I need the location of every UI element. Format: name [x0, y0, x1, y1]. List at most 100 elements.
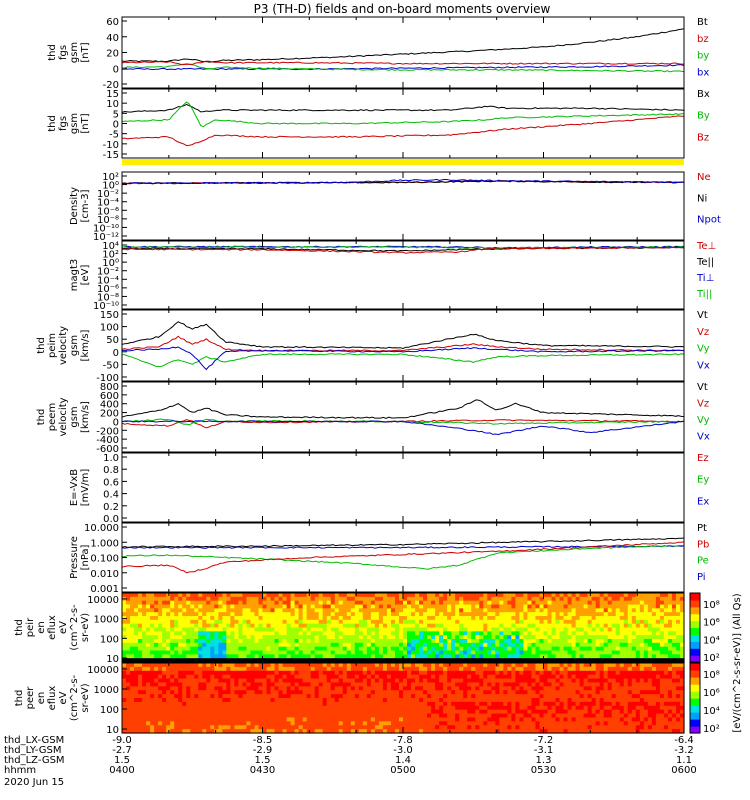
spectrogram-cell: [126, 612, 131, 617]
spectrogram-cell: [194, 729, 199, 734]
spectrogram-cell: [142, 650, 147, 655]
spectrogram-cell: [571, 593, 577, 598]
spectrogram-cell: [222, 686, 227, 691]
spectrogram-cell: [475, 639, 480, 644]
spectrogram-cell: [515, 686, 521, 691]
spectrogram-cell: [230, 666, 235, 672]
spectrogram-cell: [330, 674, 336, 680]
spectrogram-cell: [551, 646, 557, 652]
spectrogram-cell: [338, 642, 344, 648]
spectrogram-cell: [122, 670, 127, 676]
spectrogram-cell: [186, 623, 191, 629]
spectrogram-cell: [246, 678, 252, 684]
spectrogram-cell: [370, 604, 376, 609]
spectrogram-cell: [499, 709, 504, 715]
spectrogram-cell: [475, 678, 480, 684]
spectrogram-cell: [134, 593, 139, 598]
spectrogram-cell: [403, 678, 408, 684]
spectrogram-cell: [134, 623, 139, 629]
spectrogram-cell: [326, 713, 332, 719]
spectrogram-cell: [635, 646, 641, 652]
spectrogram-cell: [374, 701, 380, 707]
spectrogram-cell: [591, 631, 597, 636]
spectrogram-cell: [427, 713, 432, 719]
spectrogram-cell: [611, 650, 617, 655]
spectrogram-cell: [455, 709, 460, 715]
spectrogram-cell: [378, 678, 384, 684]
spectrogram-cell: [154, 713, 159, 719]
spectrogram-cell: [547, 717, 553, 722]
spectrogram-cell: [346, 678, 352, 684]
spectrogram-cell: [366, 654, 372, 659]
spectrogram-cell: [647, 593, 653, 598]
spectrogram-cell: [266, 729, 272, 734]
spectrogram-cell: [635, 639, 641, 644]
spectrogram-cell: [258, 593, 264, 598]
spectrogram-cell: [266, 698, 272, 703]
spectrogram-cell: [547, 642, 553, 648]
spectrogram-cell: [567, 639, 573, 644]
spectrogram-cell: [390, 682, 396, 687]
spectrogram-cell: [298, 686, 304, 691]
spectrogram-cell: [306, 608, 312, 613]
spectrogram-cell: [459, 627, 464, 632]
spectrogram-cell: [258, 612, 264, 617]
spectrogram-cell: [607, 658, 613, 663]
spectrogram-cell: [246, 616, 252, 621]
spectrogram-cell: [591, 612, 597, 617]
spectrogram-cell: [435, 729, 440, 734]
spectrogram-cell: [262, 678, 268, 684]
spectrogram-cell: [439, 698, 444, 703]
spectrogram-cell: [238, 635, 244, 640]
spectrogram-cell: [230, 690, 235, 695]
spectrogram-cell: [242, 619, 248, 625]
spectrogram-cell: [515, 666, 521, 672]
spectrogram-cell: [611, 616, 617, 621]
spectrogram-cell: [242, 729, 248, 734]
spectrogram-cell: [559, 721, 565, 726]
spectrogram-cell: [298, 694, 304, 699]
spectrogram-cell: [358, 600, 364, 606]
spectrogram-cell: [186, 698, 191, 703]
spectrogram-cell: [254, 686, 260, 691]
spectrogram-cell: [451, 678, 456, 684]
spectrogram-cell: [274, 627, 280, 632]
spectrogram-cell: [354, 658, 360, 663]
spectrogram-cell: [531, 654, 537, 659]
spectrogram-cell: [358, 663, 364, 668]
spectrogram-cell: [162, 627, 167, 632]
spectrogram-cell: [154, 593, 159, 598]
spectrogram-cell: [202, 729, 207, 734]
spectrogram-cell: [242, 642, 248, 648]
spectrogram-cell: [507, 646, 512, 652]
spectrogram-cell: [547, 682, 553, 687]
spectrogram-cell: [459, 631, 464, 636]
spectrogram-cell: [595, 596, 601, 602]
spectrogram-cell: [479, 642, 484, 648]
spectrogram-cell: [507, 725, 512, 730]
spectrogram-cell: [455, 670, 460, 676]
series-line-vt: [121, 321, 685, 350]
spectrogram-cell: [302, 725, 308, 730]
spectrogram-cell: [451, 619, 456, 625]
legend-entry: Ti||: [696, 289, 712, 300]
spectrogram-cell: [394, 663, 400, 668]
spectrogram-cell: [543, 674, 549, 680]
spectrogram-cell: [382, 623, 388, 629]
spectrogram-cell: [411, 663, 416, 668]
spectrogram-cell: [262, 690, 268, 695]
spectrogram-cell: [543, 721, 549, 726]
spectrogram-cell: [563, 690, 569, 695]
spectrogram-cell: [310, 694, 316, 699]
spectrogram-cell: [326, 725, 332, 730]
spectrogram-cell: [242, 627, 248, 632]
spectrogram-cell: [238, 658, 244, 663]
spectrogram-cell: [158, 690, 163, 695]
spectrogram-cell: [495, 608, 500, 613]
spectrogram-cell: [419, 717, 424, 722]
spectrogram-cell: [431, 608, 436, 613]
spectrogram-cell: [278, 709, 284, 715]
spectrogram-cell: [270, 670, 276, 676]
spectrogram-cell: [334, 612, 340, 617]
spectrogram-cell: [611, 623, 617, 629]
